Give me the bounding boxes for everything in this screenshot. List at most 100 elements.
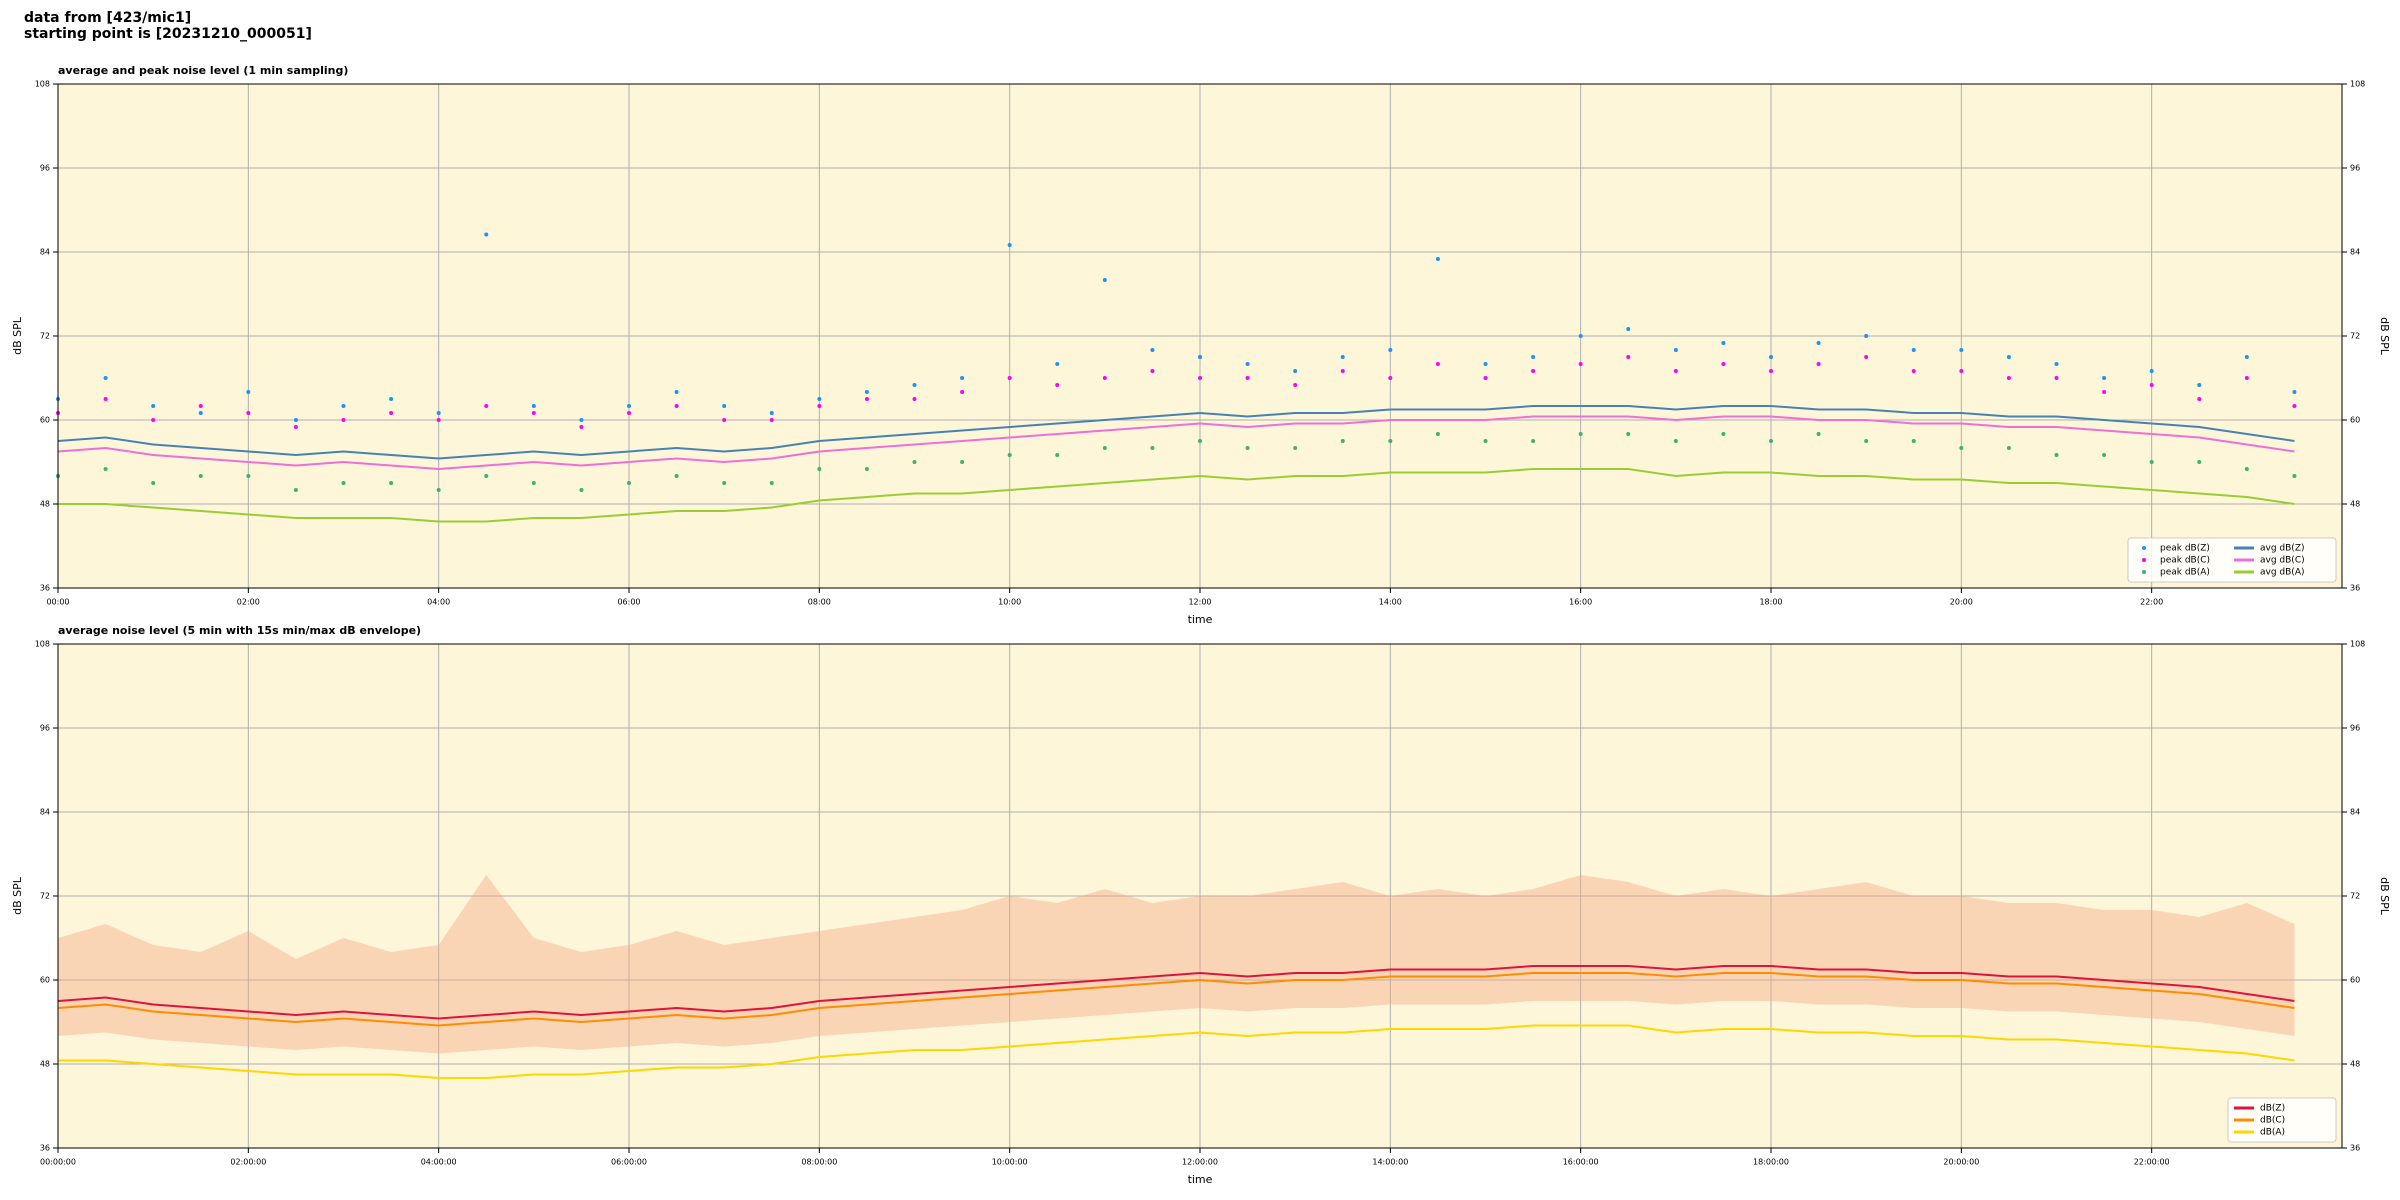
peak-point — [389, 481, 394, 485]
peak-point — [246, 411, 251, 415]
peak-point — [246, 390, 251, 394]
y-tick-label: 84 — [40, 248, 50, 257]
peak-point — [436, 418, 441, 422]
peak-point — [864, 397, 869, 401]
peak-point — [1102, 278, 1107, 282]
peak-point — [1483, 439, 1488, 443]
peak-point — [1055, 362, 1060, 366]
plot-frame — [57, 643, 2343, 1149]
peak-point — [2149, 369, 2154, 373]
x-tick-label: 18:00 — [1759, 598, 1782, 607]
peak-point — [1293, 446, 1298, 450]
x-tick-label: 10:00:00 — [992, 1158, 1028, 1167]
peak-point — [1388, 439, 1393, 443]
y-tick-label: 36 — [40, 1144, 50, 1153]
peak-point — [722, 418, 727, 422]
peak-point — [1293, 369, 1298, 373]
y-tick-label: 108 — [35, 80, 50, 89]
x-tick-label: 04:00:00 — [421, 1158, 457, 1167]
peak-point — [1578, 432, 1583, 436]
y-axis-label: dB SPL — [11, 316, 24, 355]
x-tick-label: 20:00 — [1950, 598, 1973, 607]
peak-point — [1435, 257, 1440, 261]
x-tick-label: 08:00 — [808, 598, 831, 607]
y-tick-label: 96 — [2350, 724, 2360, 733]
peak-point — [531, 481, 536, 485]
peak-point — [1531, 369, 1536, 373]
peak-point — [1911, 439, 1916, 443]
peak-point — [1959, 348, 1964, 352]
peak-point — [1435, 362, 1440, 366]
peak-point — [1626, 327, 1631, 331]
peak-point — [627, 411, 631, 415]
x-tick-label: 22:00:00 — [2134, 1158, 2170, 1167]
x-axis-label: time — [1188, 613, 1213, 626]
series-line — [57, 965, 2295, 1020]
legend-label: avg dB(C) — [2260, 556, 2305, 566]
x-tick-label: 10:00 — [998, 598, 1021, 607]
peak-point — [1055, 453, 1060, 457]
peak-point — [960, 390, 965, 394]
y-tick-label: 96 — [40, 724, 50, 733]
peak-point — [1864, 355, 1869, 359]
peak-point — [817, 467, 822, 471]
y-tick-label: 84 — [40, 808, 50, 817]
peak-point — [2244, 376, 2249, 380]
y-tick-label: 60 — [40, 976, 50, 985]
series-line — [58, 468, 2295, 523]
x-tick-label: 14:00 — [1379, 598, 1402, 607]
peak-point — [2197, 460, 2202, 464]
peak-point — [484, 232, 489, 237]
peak-point — [579, 425, 584, 429]
peak-point — [2244, 467, 2249, 471]
peak-point — [1626, 355, 1631, 359]
peak-point — [864, 467, 869, 471]
peak-point — [960, 376, 965, 380]
y-tick-label: 36 — [2350, 1144, 2360, 1153]
peak-point — [1816, 432, 1821, 436]
peak-point — [103, 397, 108, 401]
peak-point — [769, 481, 774, 485]
peak-point — [960, 460, 965, 464]
peak-point — [1293, 383, 1298, 387]
legend-swatch — [2142, 546, 2146, 550]
peak-point — [1055, 383, 1060, 387]
y-tick-label: 72 — [40, 892, 50, 901]
peak-point — [1007, 376, 1012, 380]
y-tick-label: 60 — [2350, 416, 2360, 425]
peak-point — [1864, 439, 1869, 443]
peak-point — [341, 404, 346, 408]
y-tick-label: 96 — [2350, 164, 2360, 173]
peak-point — [531, 411, 536, 415]
peak-point — [103, 467, 108, 471]
y-tick-label: 84 — [2350, 808, 2360, 817]
x-tick-label: 14:00:00 — [1372, 1158, 1408, 1167]
peak-point — [389, 397, 394, 401]
peak-point — [1340, 369, 1345, 373]
y-tick-label: 108 — [35, 640, 50, 649]
peak-point — [912, 397, 917, 401]
peak-point — [2244, 355, 2249, 359]
peak-point — [2102, 376, 2107, 380]
y-axis-label: dB SPL — [11, 876, 24, 915]
peak-point — [1911, 348, 1916, 352]
peak-point — [1769, 355, 1773, 359]
peak-point — [2292, 390, 2297, 394]
peak-point — [1959, 446, 1964, 450]
peak-point — [151, 418, 156, 422]
peak-point — [436, 411, 441, 415]
peak-point — [1911, 369, 1916, 373]
peak-point — [2149, 460, 2154, 464]
peak-point — [1816, 341, 1821, 345]
y-axis-label: dB SPL — [2378, 877, 2391, 916]
y-tick-label: 84 — [2350, 248, 2360, 257]
legend-label: peak dB(A) — [2160, 568, 2210, 578]
peak-point — [1483, 362, 1488, 366]
peak-point — [1007, 453, 1012, 457]
peak-point — [2102, 390, 2107, 394]
y-tick-label: 48 — [40, 1060, 50, 1069]
y-tick-label: 36 — [40, 584, 50, 593]
peak-point — [484, 404, 489, 408]
y-tick-label: 48 — [2350, 500, 2360, 509]
peak-point — [293, 418, 298, 422]
